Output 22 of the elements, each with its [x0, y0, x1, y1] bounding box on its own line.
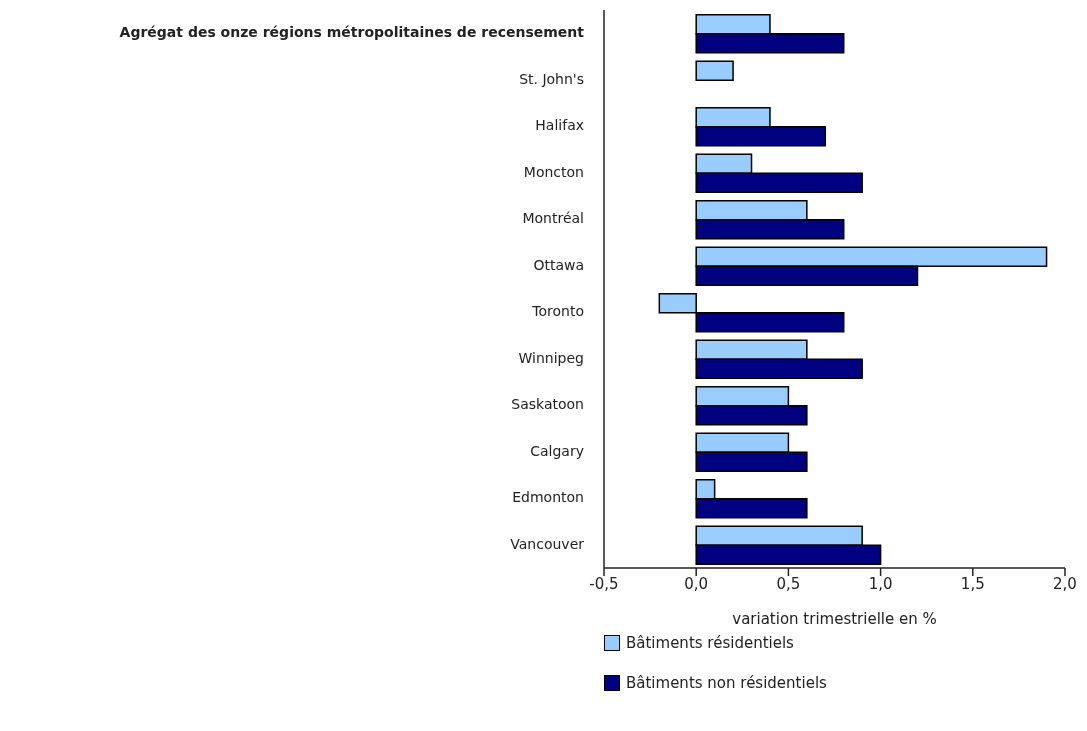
y-tick-label: Ottawa: [533, 256, 584, 273]
y-tick-label: St. John's: [519, 70, 584, 87]
y-tick-label: Halifax: [535, 117, 584, 134]
x-tick-label: 0,0: [684, 574, 709, 593]
bar: [695, 60, 734, 81]
y-tick-label: Montréal: [522, 210, 584, 227]
legend-label: Bâtiments non résidentiels: [626, 674, 827, 692]
x-tick-label: 1,5: [960, 574, 985, 593]
y-tick-label: Toronto: [531, 303, 584, 320]
x-axis-title: variation trimestrielle en %: [732, 610, 937, 628]
y-tick-label: Calgary: [530, 442, 584, 459]
x-tick-label: -0,5: [589, 574, 619, 593]
y-tick-label: Saskatoon: [511, 396, 584, 413]
y-tick-label: Vancouver: [510, 535, 585, 552]
x-tick-label: 0,5: [776, 574, 801, 593]
y-tick-label: Winnipeg: [518, 349, 584, 366]
x-tick-label: 1,0: [868, 574, 893, 593]
y-tick-label: Agrégat des onze régions métropolitaines de recensement: [119, 24, 585, 41]
x-tick-label: 2,0: [1053, 574, 1077, 593]
y-tick-label: Moncton: [523, 163, 584, 180]
y-tick-label: Edmonton: [512, 489, 584, 506]
legend-label: Bâtiments résidentiels: [626, 634, 794, 652]
